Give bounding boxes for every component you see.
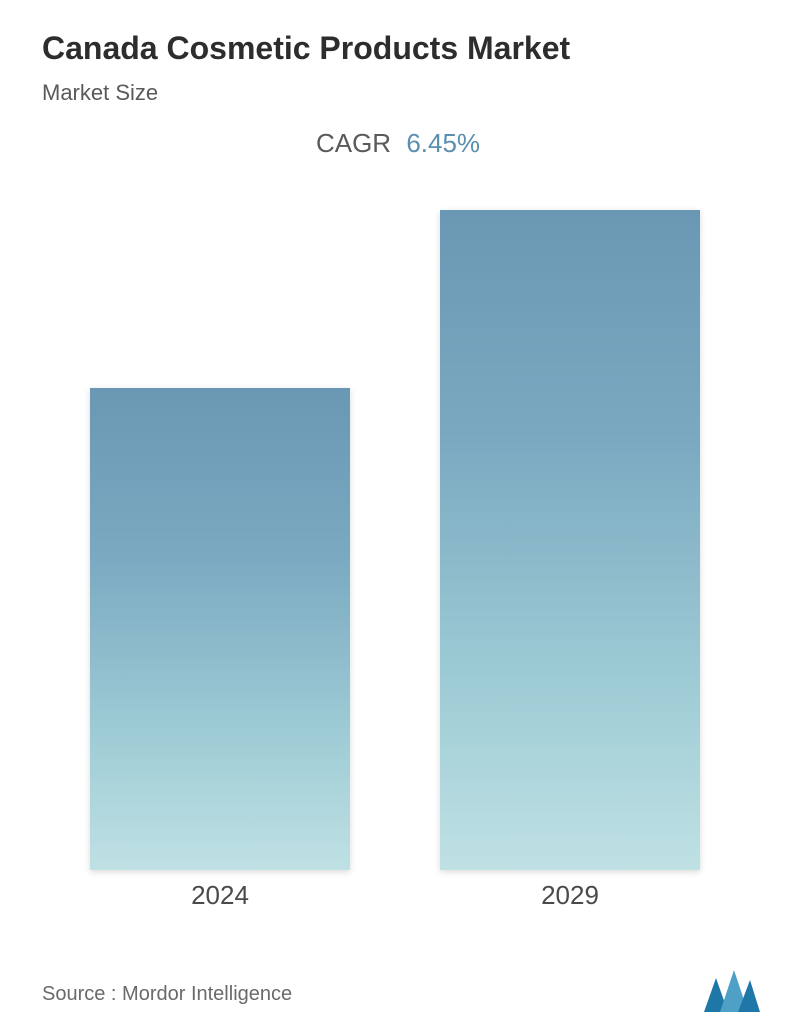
- chart-page: Canada Cosmetic Products Market Market S…: [0, 0, 796, 1034]
- cagr-value: 6.45%: [406, 128, 480, 158]
- cagr-label: CAGR: [316, 128, 391, 158]
- x-label-2024: 2024: [90, 880, 350, 911]
- bar-chart: [0, 210, 796, 870]
- source-attribution: Source : Mordor Intelligence: [42, 983, 292, 1006]
- bar-fill: [90, 388, 350, 870]
- page-title: Canada Cosmetic Products Market: [42, 30, 570, 67]
- bar-2024: [90, 388, 350, 870]
- mordor-logo-icon: [704, 970, 760, 1012]
- cagr-row: CAGR 6.45%: [0, 128, 796, 159]
- bar-fill: [440, 210, 700, 870]
- page-subtitle: Market Size: [42, 80, 158, 106]
- x-axis-labels: 2024 2029: [0, 880, 796, 920]
- x-label-2029: 2029: [440, 880, 700, 911]
- bar-2029: [440, 210, 700, 870]
